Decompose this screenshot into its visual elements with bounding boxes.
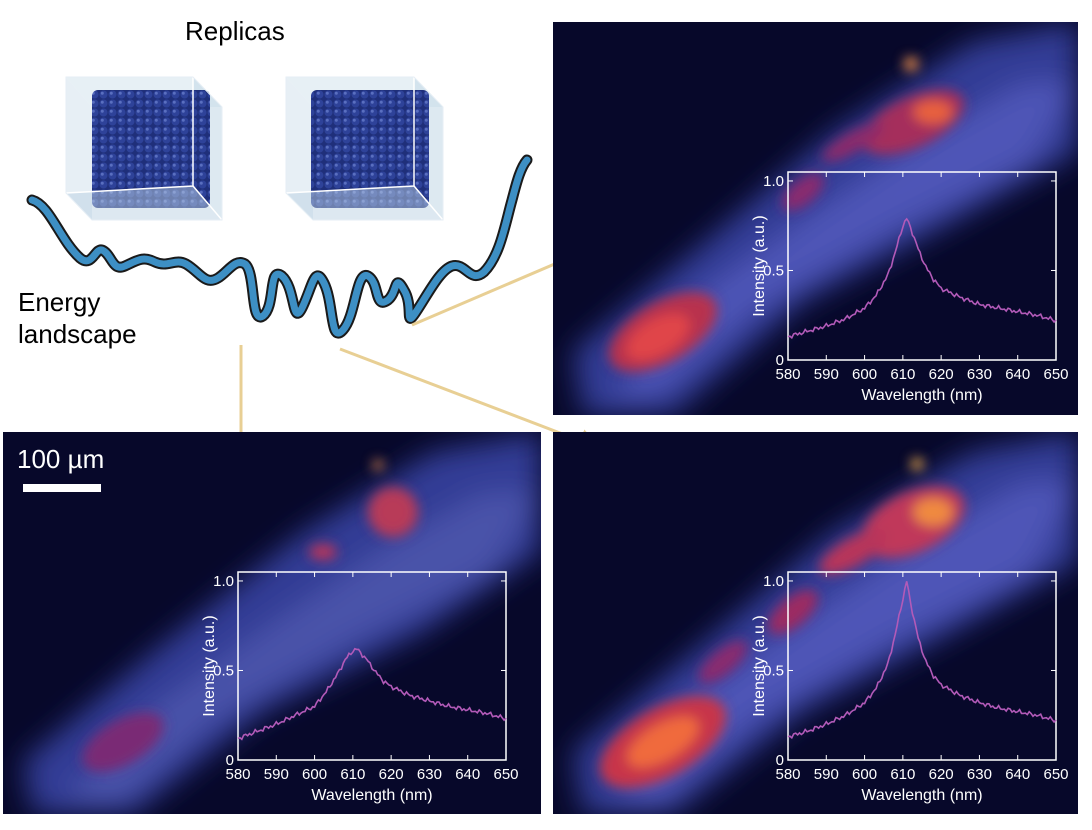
- x-tick-label: 650: [1043, 766, 1068, 783]
- micrograph-panel-bottom-right: 580 590 600 610 620 630 640 650 0 0.5 1.0 Wavelengt…: [553, 432, 1078, 814]
- micrograph-panel-bottom-left: 580 590 600 610 620 630 640 650 0 0.5 1.0 Wavelengt…: [3, 432, 541, 814]
- y-tick-label: 0.5: [763, 662, 784, 679]
- replica-cube-1: [65, 76, 223, 221]
- y-tick-label: 1.0: [763, 173, 784, 190]
- x-axis-label: Wavelength (nm): [311, 787, 432, 804]
- spectrum-line: [787, 217, 1057, 340]
- spectrum-inset-top-right: 580 590 600 610 620 630 640 650 0 0.5 1.0 Wavelengt…: [751, 171, 1069, 404]
- x-tick-label: 650: [1043, 366, 1068, 383]
- x-tick-label: 630: [417, 766, 442, 783]
- x-tick-label: 610: [890, 766, 915, 783]
- energy-landscape-label: Energy landscape: [18, 286, 137, 350]
- replicas-title: Replicas: [185, 16, 285, 46]
- x-tick-label: 600: [852, 366, 877, 383]
- y-tick-label: 0: [776, 752, 784, 769]
- x-tick-label: 590: [814, 366, 839, 383]
- x-axis-label: Wavelength (nm): [861, 787, 982, 804]
- x-tick-label: 600: [302, 766, 327, 783]
- plot-frame: [787, 571, 1057, 761]
- scale-bar-label: 100 µm: [17, 444, 105, 474]
- micrograph-panel-top-right: 580 590 600 610 620 630 640 650 0 0.5 1.0 Wavelengt…: [553, 22, 1078, 415]
- x-tick-label: 620: [929, 366, 954, 383]
- x-tick-label: 640: [455, 766, 480, 783]
- y-tick-label: 1.0: [213, 573, 234, 590]
- spectrum-line: [237, 647, 507, 741]
- micrograph-bottom-right-image: 580 590 600 610 620 630 640 650 0 0.5 1.0 Wavelengt…: [553, 432, 1078, 814]
- x-tick-label: 580: [775, 766, 800, 783]
- micrograph-bottom-left-image: 580 590 600 610 620 630 640 650 0 0.5 1.0 Wavelengt…: [3, 432, 541, 814]
- y-tick-label: 0: [226, 752, 234, 769]
- energy-label-line1: Energy: [18, 287, 101, 317]
- replica-cube-2: [285, 76, 444, 221]
- x-tick-label: 620: [379, 766, 404, 783]
- scale-bar: [23, 484, 101, 492]
- x-tick-label: 620: [929, 766, 954, 783]
- x-tick-label: 610: [890, 366, 915, 383]
- arrow-to-bottom-right: [339, 347, 603, 452]
- x-tick-label: 630: [967, 366, 992, 383]
- arrow-to-top-right: [411, 248, 587, 327]
- plot-frame: [237, 571, 507, 761]
- x-tick-label: 590: [814, 766, 839, 783]
- x-tick-label: 600: [852, 766, 877, 783]
- micrograph-top-right-image: 580 590 600 610 620 630 640 650 0 0.5 1.0 Wavelengt…: [553, 22, 1078, 415]
- x-tick-label: 580: [225, 766, 250, 783]
- x-tick-label: 590: [264, 766, 289, 783]
- y-tick-label: 1.0: [763, 573, 784, 590]
- energy-label-line2: landscape: [18, 319, 137, 349]
- spectrum-inset-bottom-left: 580 590 600 610 620 630 640 650 0 0.5 1.0 Wavelengt…: [201, 571, 519, 804]
- x-tick-label: 650: [493, 766, 518, 783]
- spectrum-inset-bottom-right: 580 590 600 610 620 630 640 650 0 0.5 1.0 Wavelengt…: [751, 571, 1069, 804]
- x-tick-label: 580: [775, 366, 800, 383]
- x-tick-label: 630: [967, 766, 992, 783]
- y-axis-label: Intensity (a.u.): [751, 615, 768, 716]
- x-tick-label: 640: [1005, 366, 1030, 383]
- x-tick-label: 610: [340, 766, 365, 783]
- energy-landscape-curve: [26, 154, 533, 339]
- y-tick-label: 0.5: [213, 662, 234, 679]
- spectrum-line: [787, 581, 1057, 740]
- y-tick-label: 0: [776, 352, 784, 369]
- x-tick-label: 640: [1005, 766, 1030, 783]
- y-tick-label: 0.5: [763, 262, 784, 279]
- x-axis-label: Wavelength (nm): [861, 387, 982, 404]
- y-axis-label: Intensity (a.u.): [751, 215, 768, 316]
- y-axis-label: Intensity (a.u.): [201, 615, 218, 716]
- plot-frame: [787, 171, 1057, 361]
